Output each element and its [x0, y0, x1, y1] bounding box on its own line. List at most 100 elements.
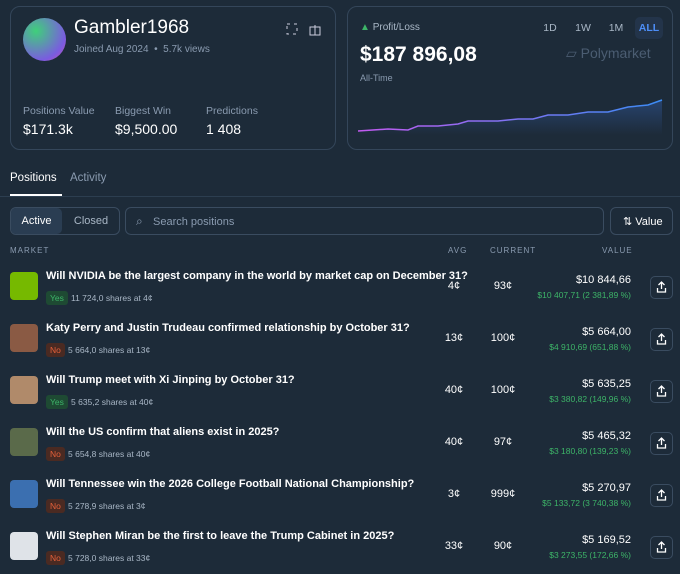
share-button[interactable] [650, 536, 673, 559]
avg-price: 40¢ [444, 384, 464, 396]
range-button[interactable]: 1M [608, 22, 624, 34]
brand: ▱ Polymarket [566, 45, 651, 61]
current-price: 999¢ [490, 488, 516, 500]
position-value: $5 635,25 [582, 378, 631, 390]
position-pnl: $5 133,72 (3 740,38 %) [542, 498, 631, 508]
market-thumbnail [10, 324, 38, 352]
market-thumbnail [10, 532, 38, 560]
stat-label: Biggest Win [115, 105, 172, 117]
filter-button[interactable]: Closed [73, 215, 109, 227]
pnl-label-text: Profit/Loss [372, 22, 420, 33]
range-button[interactable]: 1D [543, 22, 557, 34]
position-pnl: $10 407,71 (2 381,89 %) [537, 290, 631, 300]
tab[interactable]: Positions [10, 172, 57, 184]
position-row[interactable]: Will Tennessee win the 2026 College Foot… [0, 470, 680, 522]
pnl-sparkline [358, 99, 663, 135]
market-title[interactable]: Katy Perry and Justin Trudeau confirmed … [46, 322, 410, 334]
column-header: VALUE [602, 246, 633, 255]
shares: 5 664,0 shares at 13¢ [68, 345, 151, 355]
position-row[interactable]: Katy Perry and Justin Trudeau confirmed … [0, 314, 680, 366]
avatar [23, 18, 66, 61]
divider [0, 196, 680, 197]
stat-value: $9,500.00 [115, 121, 178, 137]
position-value: $10 844,66 [575, 274, 631, 286]
avg-price: 33¢ [444, 540, 464, 552]
position-pnl: $4 910,69 (651,88 %) [549, 342, 631, 352]
market-thumbnail [10, 428, 38, 456]
stat-label: Positions Value [23, 105, 95, 117]
current-price: 97¢ [493, 436, 513, 448]
market-title[interactable]: Will the US confirm that aliens exist in… [46, 426, 280, 438]
column-header: CURRENT [490, 246, 537, 255]
tab-underline [10, 194, 62, 196]
market-title[interactable]: Will NVIDIA be the largest company in th… [46, 270, 468, 282]
current-price: 100¢ [490, 384, 516, 396]
share-button[interactable] [650, 432, 673, 455]
position-row[interactable]: Will Trump meet with Xi Jinping by Octob… [0, 366, 680, 418]
username: Gambler1968 [74, 17, 190, 38]
position-row[interactable]: Will Stephen Miran be the first to leave… [0, 522, 680, 574]
sort-label: Value [635, 216, 663, 228]
position-value: $5 465,32 [582, 430, 631, 442]
position-pnl: $3 273,55 (172,66 %) [549, 550, 631, 560]
market-title[interactable]: Will Trump meet with Xi Jinping by Octob… [46, 374, 295, 386]
joined: Joined Aug 2024 • 5.7k views [74, 44, 210, 55]
outcome-badge: No [46, 551, 65, 565]
stat-value: $171.3k [23, 121, 73, 137]
position-value: $5 169,52 [582, 534, 631, 546]
joined-date: Joined Aug 2024 [74, 44, 149, 55]
share-button[interactable] [650, 276, 673, 299]
position-value: $5 270,97 [582, 482, 631, 494]
brand-text: Polymarket [580, 45, 651, 61]
filter-button[interactable]: Active [11, 208, 62, 234]
shares: 5 278,9 shares at 3¢ [68, 501, 146, 511]
share-button[interactable] [650, 484, 673, 507]
market-title[interactable]: Will Stephen Miran be the first to leave… [46, 530, 395, 542]
position-pnl: $3 380,82 (149,96 %) [549, 394, 631, 404]
pnl-value: $187 896,08 [360, 43, 477, 66]
search-placeholder: Search positions [153, 216, 235, 228]
current-price: 100¢ [490, 332, 516, 344]
market-thumbnail [10, 272, 38, 300]
share-button[interactable] [650, 380, 673, 403]
sort-button[interactable]: ⇅ Value [610, 207, 673, 235]
outcome-badge: No [46, 447, 65, 461]
filter-group [10, 207, 120, 235]
outcome-badge: No [46, 499, 65, 513]
pnl-label: ▲ Profit/Loss [360, 22, 420, 33]
search-box[interactable]: ⌕ Search positions [125, 207, 604, 235]
position-value: $5 664,00 [582, 326, 631, 338]
tab[interactable]: Activity [70, 172, 107, 184]
outcome-badge: No [46, 343, 65, 357]
current-price: 90¢ [493, 540, 513, 552]
column-header: MARKET [10, 246, 50, 255]
position-row[interactable]: Will NVIDIA be the largest company in th… [0, 262, 680, 314]
shares: 5 654,8 shares at 40¢ [68, 449, 151, 459]
market-thumbnail [10, 376, 38, 404]
views: 5.7k views [163, 44, 210, 55]
market-thumbnail [10, 480, 38, 508]
avg-price: 4¢ [447, 280, 461, 292]
avg-price: 40¢ [444, 436, 464, 448]
profile-card: Gambler1968 Joined Aug 2024 • 5.7k views… [10, 6, 336, 150]
share-button[interactable] [650, 328, 673, 351]
avg-price: 13¢ [444, 332, 464, 344]
outcome-badge: Yes [46, 395, 68, 409]
pnl-period: All-Time [360, 73, 393, 83]
range-button[interactable]: ALL [635, 17, 663, 39]
outcome-badge: Yes [46, 291, 68, 305]
stat-value: 1 408 [206, 121, 242, 137]
shares: 5 728,0 shares at 33¢ [68, 553, 151, 563]
avg-price: 3¢ [447, 488, 461, 500]
stat-label: Predictions [206, 105, 258, 117]
pnl-card: ▲ Profit/Loss $187 896,08 All-Time 1D 1W 1… [347, 6, 673, 150]
shares: 11 724,0 shares at 4¢ [71, 293, 153, 303]
position-row[interactable]: Will the US confirm that aliens exist in… [0, 418, 680, 470]
market-title[interactable]: Will Tennessee win the 2026 College Foot… [46, 478, 415, 490]
position-pnl: $3 180,80 (139,23 %) [549, 446, 631, 456]
icons[interactable] [286, 22, 326, 36]
column-header: AVG [448, 246, 468, 255]
range-button[interactable]: 1W [575, 22, 591, 34]
shares: 5 635,2 shares at 40¢ [71, 397, 154, 407]
